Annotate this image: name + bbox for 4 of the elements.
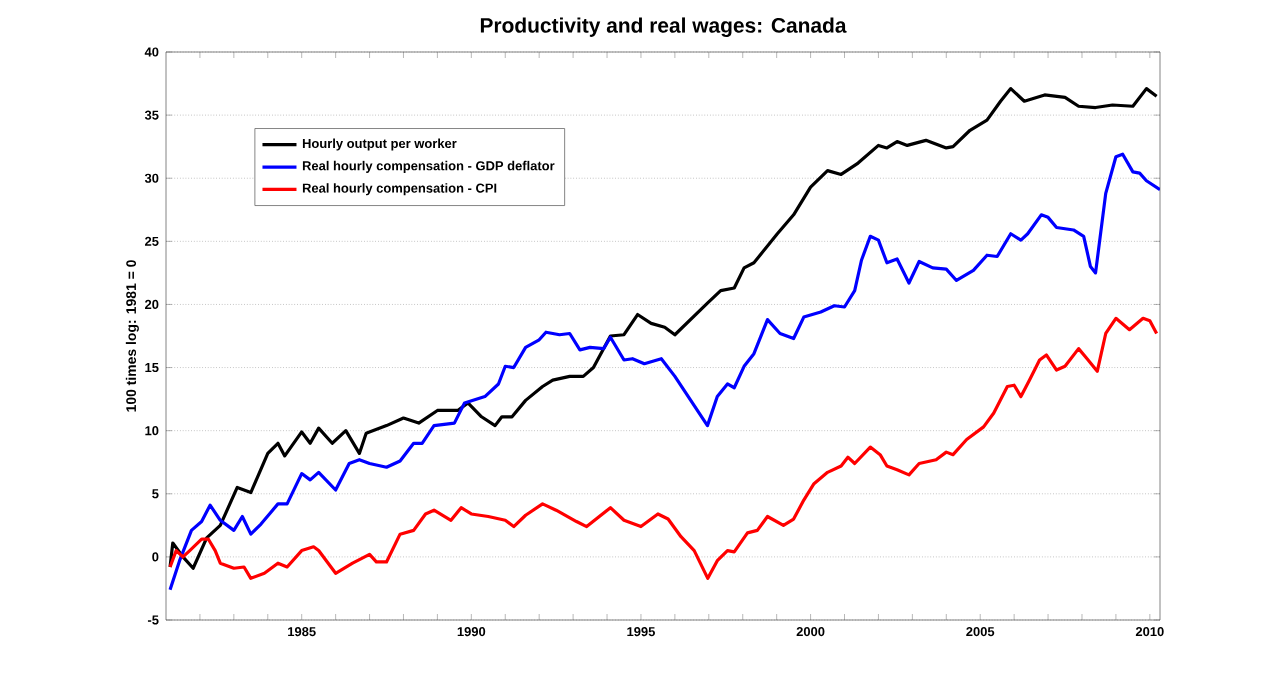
line-series (168, 152, 1161, 592)
line-series (168, 316, 1159, 580)
line-series (168, 87, 1159, 570)
chart-title: Productivity and real wages: Canada (480, 17, 847, 38)
